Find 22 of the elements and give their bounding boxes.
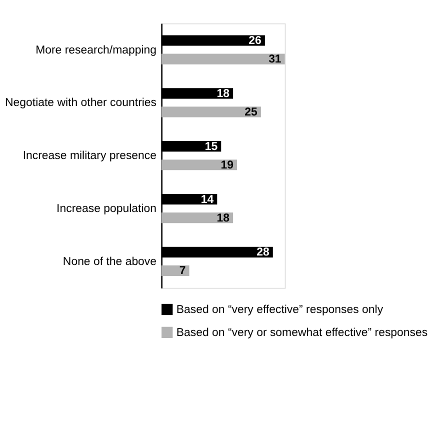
data-label: 7 bbox=[179, 265, 186, 278]
data-label: 31 bbox=[268, 54, 282, 66]
legend-label: Based on “very or somewhat effective” responses bbox=[176, 326, 428, 339]
legend-label: Based on “very effective” responses only bbox=[176, 304, 384, 316]
data-label: 19 bbox=[220, 159, 234, 172]
y-tick-label: Increase population bbox=[56, 203, 157, 216]
y-tick-label: None of the above bbox=[62, 256, 157, 268]
y-tick-label: Negotiate with other countries bbox=[5, 97, 157, 110]
data-label: 14 bbox=[200, 194, 214, 206]
data-label: 26 bbox=[248, 35, 262, 48]
bar bbox=[161, 212, 234, 224]
bar bbox=[161, 54, 285, 64]
data-label: 15 bbox=[204, 140, 218, 153]
data-label: 18 bbox=[216, 88, 230, 100]
bar bbox=[161, 265, 190, 276]
y-tick-label: Increase military presence bbox=[22, 150, 157, 162]
data-label: 25 bbox=[244, 106, 258, 118]
bar bbox=[161, 160, 238, 170]
data-label: 28 bbox=[256, 246, 270, 259]
data-label: 18 bbox=[216, 212, 230, 224]
bar bbox=[161, 106, 261, 118]
y-tick-label: More research/mapping bbox=[36, 44, 157, 56]
